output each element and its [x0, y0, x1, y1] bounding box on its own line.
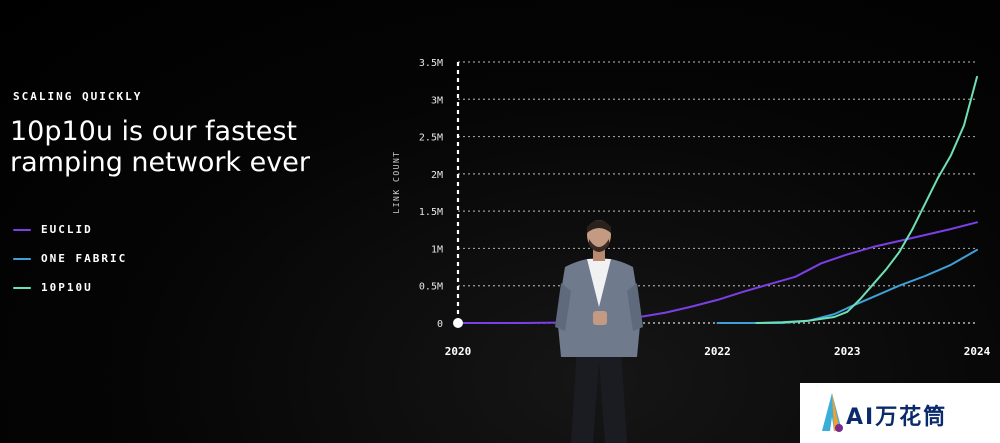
x-tick-label: 2020 — [445, 345, 472, 358]
eyebrow-label: SCALING QUICKLY — [13, 90, 143, 103]
legend-label-10p10u: 10P10U — [41, 281, 93, 294]
y-tick-label: 1M — [431, 244, 443, 255]
presenter-figure — [555, 220, 643, 443]
x-tick-label: 2024 — [964, 345, 990, 358]
headline: 10p10u is our fastest ramping network ev… — [10, 116, 340, 178]
headline-line-1: 10p10u is our fastest — [10, 116, 297, 147]
series-line-10p10u — [755, 75, 978, 324]
line-chart: 0 0.5M 1M 1.5M 2M 2.5M 3M 3.5M 2020 2022 2023 2024… — [392, 58, 990, 358]
legend-label-euclid: EUCLID — [41, 223, 93, 236]
x-tick-label: 2022 — [704, 345, 731, 358]
watermark-logo-icon — [822, 393, 843, 432]
x-tick-label: 2023 — [834, 345, 861, 358]
y-tick-label: 2.5M — [419, 133, 443, 144]
origin-dot — [453, 318, 463, 328]
series-line-euclid — [457, 221, 978, 324]
y-axis-label: LINK COUNT — [392, 150, 401, 213]
watermark: AI万花筒 — [800, 383, 1000, 443]
y-tick-label: 3M — [431, 95, 443, 106]
y-tick-label: 3.5M — [419, 58, 443, 69]
y-tick-label: 0 — [437, 319, 443, 330]
y-tick-label: 2M — [431, 170, 443, 181]
y-tick-label: 1.5M — [419, 207, 443, 218]
watermark-text: AI万花筒 — [846, 405, 948, 430]
legend-swatch-euclid — [13, 229, 31, 231]
legend-label-one-fabric: ONE FABRIC — [41, 252, 128, 265]
legend-swatch-one-fabric — [13, 258, 31, 260]
y-tick-label: 0.5M — [419, 282, 443, 293]
headline-line-2: ramping network ever — [10, 147, 310, 178]
legend-swatch-10p10u — [13, 287, 31, 289]
